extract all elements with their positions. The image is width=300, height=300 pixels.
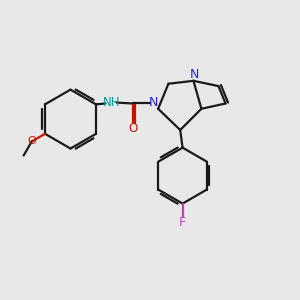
Text: N: N (149, 95, 158, 109)
Text: O: O (128, 122, 137, 135)
Text: F: F (179, 216, 186, 229)
Text: NH: NH (103, 95, 120, 109)
Text: N: N (189, 68, 199, 81)
Text: O: O (27, 136, 36, 146)
